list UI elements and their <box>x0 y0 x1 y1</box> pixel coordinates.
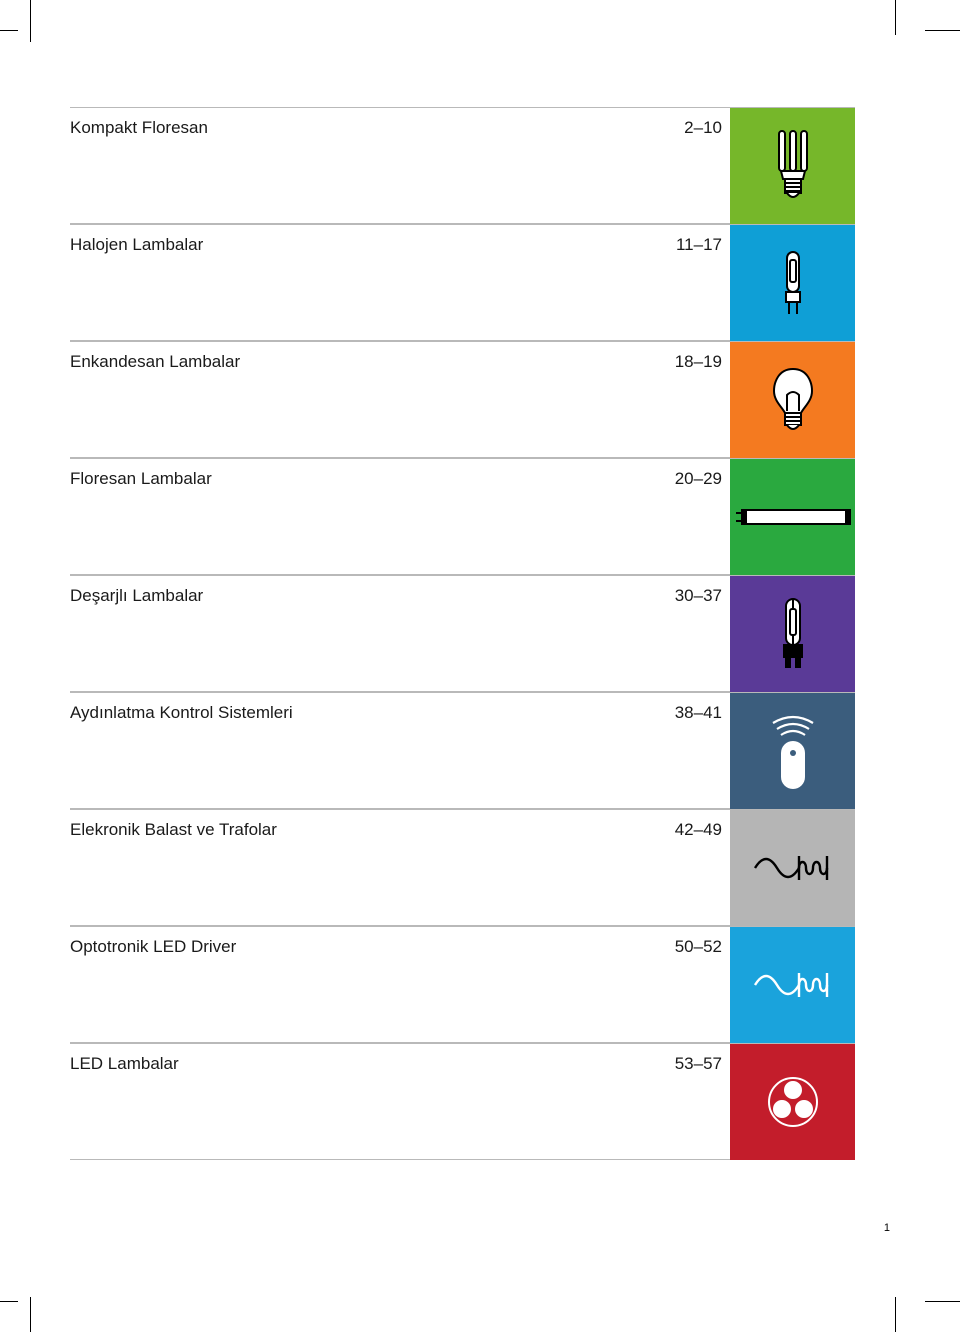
tube-icon <box>730 459 855 575</box>
toc-text-cell: LED Lambalar 53–57 <box>70 1044 730 1160</box>
toc-page-range: 38–41 <box>675 703 722 723</box>
toc-row: Halojen Lambalar 11–17 <box>70 224 855 341</box>
toc-page-range: 20–29 <box>675 469 722 489</box>
hid-icon <box>730 576 855 692</box>
toc-row: Aydınlatma Kontrol Sistemleri 38–41 <box>70 692 855 809</box>
cfl-icon <box>730 108 855 224</box>
ledmodule-icon <box>730 1044 855 1160</box>
crop-mark <box>30 1297 31 1332</box>
bulb-icon <box>730 342 855 458</box>
toc-row: Enkandesan Lambalar 18–19 <box>70 341 855 458</box>
toc-text-cell: Enkandesan Lambalar 18–19 <box>70 342 730 458</box>
toc-page-range: 11–17 <box>676 235 722 255</box>
toc-row: Deşarjlı Lambalar 30–37 <box>70 575 855 692</box>
toc-label: Halojen Lambalar <box>70 235 203 255</box>
ballast-icon <box>730 927 855 1043</box>
toc-page-range: 2–10 <box>684 118 722 138</box>
toc-text-cell: Halojen Lambalar 11–17 <box>70 225 730 341</box>
toc-label: Floresan Lambalar <box>70 469 212 489</box>
toc-text-cell: Deşarjlı Lambalar 30–37 <box>70 576 730 692</box>
toc-page-range: 30–37 <box>675 586 722 606</box>
ballast-icon <box>730 810 855 926</box>
crop-mark <box>925 30 960 31</box>
toc-row: LED Lambalar 53–57 <box>70 1043 855 1160</box>
crop-mark <box>0 1301 18 1302</box>
toc-text-cell: Floresan Lambalar 20–29 <box>70 459 730 575</box>
crop-mark <box>895 1297 896 1332</box>
toc-label: Aydınlatma Kontrol Sistemleri <box>70 703 293 723</box>
toc-text-cell: Kompakt Floresan 2–10 <box>70 108 730 224</box>
page-number: 1 <box>884 1222 890 1234</box>
toc-label: Elekronik Balast ve Trafolar <box>70 820 277 840</box>
toc-text-cell: Aydınlatma Kontrol Sistemleri 38–41 <box>70 693 730 809</box>
toc-row: Floresan Lambalar 20–29 <box>70 458 855 575</box>
toc-text-cell: Elekronik Balast ve Trafolar 42–49 <box>70 810 730 926</box>
toc-label: Enkandesan Lambalar <box>70 352 240 372</box>
toc-label: Optotronik LED Driver <box>70 937 236 957</box>
toc-row: Kompakt Floresan 2–10 <box>70 107 855 224</box>
toc-text-cell: Optotronik LED Driver 50–52 <box>70 927 730 1043</box>
crop-mark <box>0 30 18 31</box>
toc-container: Kompakt Floresan 2–10 Halojen Lambalar 11–… <box>70 107 855 1160</box>
toc-row: Optotronik LED Driver 50–52 <box>70 926 855 1043</box>
toc-page-range: 18–19 <box>675 352 722 372</box>
toc-row: Elekronik Balast ve Trafolar 42–49 <box>70 809 855 926</box>
remote-icon <box>730 693 855 809</box>
crop-mark <box>895 0 896 35</box>
toc-label: Deşarjlı Lambalar <box>70 586 203 606</box>
halogen-icon <box>730 225 855 341</box>
toc-page-range: 42–49 <box>675 820 722 840</box>
crop-mark <box>925 1301 960 1302</box>
toc-label: LED Lambalar <box>70 1054 179 1074</box>
toc-page-range: 53–57 <box>675 1054 722 1074</box>
toc-label: Kompakt Floresan <box>70 118 208 138</box>
crop-mark <box>30 0 31 42</box>
toc-page-range: 50–52 <box>675 937 722 957</box>
